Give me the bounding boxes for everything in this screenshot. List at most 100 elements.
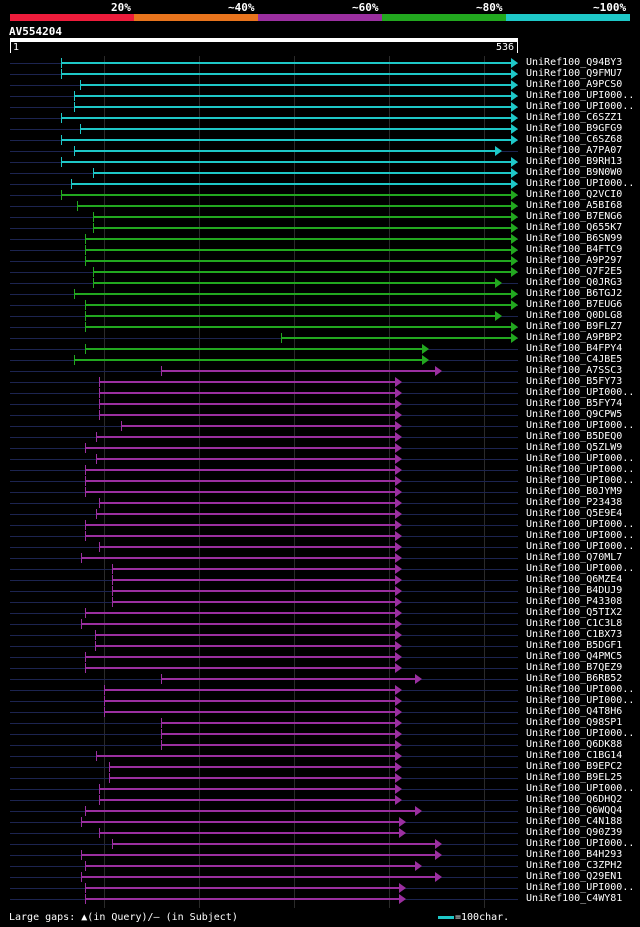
hit-row[interactable]: UniRef100_UPI000.. xyxy=(0,420,640,432)
hit-row[interactable]: UniRef100_C4WY81 xyxy=(0,893,640,905)
hit-label[interactable]: UniRef100_A9PBP2 xyxy=(526,332,623,343)
hit-row[interactable]: UniRef100_Q5ZLW9 xyxy=(0,442,640,454)
hit-row[interactable]: UniRef100_Q5E9E4 xyxy=(0,508,640,520)
hit-row[interactable]: UniRef100_B4H293 xyxy=(0,849,640,861)
hit-label[interactable]: UniRef100_UPI000.. xyxy=(526,541,635,552)
hit-label[interactable]: UniRef100_B0JYM9 xyxy=(526,486,623,497)
hit-row[interactable]: UniRef100_B7QEZ9 xyxy=(0,662,640,674)
hit-row[interactable]: UniRef100_A9PBP2 xyxy=(0,332,640,344)
hit-label[interactable]: UniRef100_B6TGJ2 xyxy=(526,288,623,299)
hit-label[interactable]: UniRef100_Q4PMC5 xyxy=(526,651,623,662)
hit-label[interactable]: UniRef100_B5FY73 xyxy=(526,376,623,387)
hit-label[interactable]: UniRef100_B9RH13 xyxy=(526,156,623,167)
hit-row[interactable]: UniRef100_UPI000.. xyxy=(0,530,640,542)
hit-label[interactable]: UniRef100_A9PCS0 xyxy=(526,79,623,90)
hit-label[interactable]: UniRef100_B7EUG6 xyxy=(526,299,623,310)
hit-row[interactable]: UniRef100_UPI000.. xyxy=(0,90,640,102)
hit-label[interactable]: UniRef100_UPI000.. xyxy=(526,101,635,112)
hit-row[interactable]: UniRef100_Q6MZE4 xyxy=(0,574,640,586)
hit-label[interactable]: UniRef100_Q9FMU7 xyxy=(526,68,623,79)
hit-row[interactable]: UniRef100_B6SN99 xyxy=(0,233,640,245)
hit-label[interactable]: UniRef100_Q0DLG8 xyxy=(526,310,623,321)
hit-label[interactable]: UniRef100_Q7F2E5 xyxy=(526,266,623,277)
hit-row[interactable]: UniRef100_A7PA07 xyxy=(0,145,640,157)
hit-label[interactable]: UniRef100_UPI000.. xyxy=(526,519,635,530)
hit-row[interactable]: UniRef100_A9P297 xyxy=(0,255,640,267)
hit-label[interactable]: UniRef100_UPI000.. xyxy=(526,475,635,486)
hit-row[interactable]: UniRef100_B9RH13 xyxy=(0,156,640,168)
hit-label[interactable]: UniRef100_B7ENG6 xyxy=(526,211,623,222)
hit-label[interactable]: UniRef100_Q5ZLW9 xyxy=(526,442,623,453)
hit-label[interactable]: UniRef100_P43308 xyxy=(526,596,623,607)
hit-label[interactable]: UniRef100_C6SZZ1 xyxy=(526,112,623,123)
hit-label[interactable]: UniRef100_B9GFG9 xyxy=(526,123,623,134)
hit-row[interactable]: UniRef100_UPI000.. xyxy=(0,838,640,850)
hit-label[interactable]: UniRef100_UPI000.. xyxy=(526,178,635,189)
hit-row[interactable]: UniRef100_B6RB52 xyxy=(0,673,640,685)
hit-label[interactable]: UniRef100_B4FTC9 xyxy=(526,244,623,255)
hit-row[interactable]: UniRef100_B9GFG9 xyxy=(0,123,640,135)
hit-row[interactable]: UniRef100_C6SZZ1 xyxy=(0,112,640,124)
hit-label[interactable]: UniRef100_UPI000.. xyxy=(526,420,635,431)
hit-label[interactable]: UniRef100_UPI000.. xyxy=(526,783,635,794)
hit-label[interactable]: UniRef100_B9FLZ7 xyxy=(526,321,623,332)
hit-row[interactable]: UniRef100_P23438 xyxy=(0,497,640,509)
hit-row[interactable]: UniRef100_Q4T8H6 xyxy=(0,706,640,718)
hit-row[interactable]: UniRef100_Q9CPW5 xyxy=(0,409,640,421)
hit-label[interactable]: UniRef100_B5DGF1 xyxy=(526,640,623,651)
hit-row[interactable]: UniRef100_Q655K7 xyxy=(0,222,640,234)
hit-row[interactable]: UniRef100_B4FTC9 xyxy=(0,244,640,256)
hit-row[interactable]: UniRef100_C4JBE5 xyxy=(0,354,640,366)
hit-row[interactable]: UniRef100_Q9FMU7 xyxy=(0,68,640,80)
hit-label[interactable]: UniRef100_B4FPY4 xyxy=(526,343,623,354)
hit-label[interactable]: UniRef100_A5BI68 xyxy=(526,200,623,211)
hit-label[interactable]: UniRef100_Q90Z39 xyxy=(526,827,623,838)
hit-row[interactable]: UniRef100_Q90Z39 xyxy=(0,827,640,839)
hit-row[interactable]: UniRef100_UPI000.. xyxy=(0,783,640,795)
hit-row[interactable]: UniRef100_Q98SP1 xyxy=(0,717,640,729)
hit-label[interactable]: UniRef100_UPI000.. xyxy=(526,728,635,739)
hit-row[interactable]: UniRef100_Q0DLG8 xyxy=(0,310,640,322)
hit-row[interactable]: UniRef100_Q6WQQ4 xyxy=(0,805,640,817)
hit-label[interactable]: UniRef100_C4N188 xyxy=(526,816,623,827)
hit-row[interactable]: UniRef100_B9EL25 xyxy=(0,772,640,784)
hit-label[interactable]: UniRef100_B6SN99 xyxy=(526,233,623,244)
hit-label[interactable]: UniRef100_UPI000.. xyxy=(526,838,635,849)
hit-label[interactable]: UniRef100_B9EPC2 xyxy=(526,761,623,772)
hit-row[interactable]: UniRef100_A5BI68 xyxy=(0,200,640,212)
hit-row[interactable]: UniRef100_B4DUJ9 xyxy=(0,585,640,597)
hit-label[interactable]: UniRef100_B9EL25 xyxy=(526,772,623,783)
hit-row[interactable]: UniRef100_B5FY74 xyxy=(0,398,640,410)
hit-row[interactable]: UniRef100_UPI000.. xyxy=(0,563,640,575)
hit-label[interactable]: UniRef100_P23438 xyxy=(526,497,623,508)
hit-label[interactable]: UniRef100_C1BX73 xyxy=(526,629,623,640)
hit-row[interactable]: UniRef100_Q0JRG3 xyxy=(0,277,640,289)
hit-row[interactable]: UniRef100_B9EPC2 xyxy=(0,761,640,773)
hit-row[interactable]: UniRef100_B9FLZ7 xyxy=(0,321,640,333)
hit-row[interactable]: UniRef100_UPI000.. xyxy=(0,519,640,531)
hit-label[interactable]: UniRef100_Q2VCI0 xyxy=(526,189,623,200)
hit-label[interactable]: UniRef100_C4WY81 xyxy=(526,893,623,904)
hit-row[interactable]: UniRef100_B9N0W0 xyxy=(0,167,640,179)
hit-row[interactable]: UniRef100_B5DEQ0 xyxy=(0,431,640,443)
hit-row[interactable]: UniRef100_UPI000.. xyxy=(0,728,640,740)
hit-row[interactable]: UniRef100_C1BG14 xyxy=(0,750,640,762)
hit-label[interactable]: UniRef100_B4H293 xyxy=(526,849,623,860)
hit-row[interactable]: UniRef100_B4FPY4 xyxy=(0,343,640,355)
hit-label[interactable]: UniRef100_Q9CPW5 xyxy=(526,409,623,420)
hit-row[interactable]: UniRef100_Q4PMC5 xyxy=(0,651,640,663)
hit-row[interactable]: UniRef100_C4N188 xyxy=(0,816,640,828)
hit-row[interactable]: UniRef100_Q6DHQ2 xyxy=(0,794,640,806)
hit-row[interactable]: UniRef100_UPI000.. xyxy=(0,387,640,399)
hit-label[interactable]: UniRef100_C6SZ68 xyxy=(526,134,623,145)
hit-row[interactable]: UniRef100_UPI000.. xyxy=(0,178,640,190)
hit-row[interactable]: UniRef100_UPI000.. xyxy=(0,475,640,487)
hit-row[interactable]: UniRef100_UPI000.. xyxy=(0,541,640,553)
hit-row[interactable]: UniRef100_Q94BY3 xyxy=(0,57,640,69)
hit-label[interactable]: UniRef100_UPI000.. xyxy=(526,530,635,541)
hit-row[interactable]: UniRef100_B5DGF1 xyxy=(0,640,640,652)
hit-label[interactable]: UniRef100_C1C3L8 xyxy=(526,618,623,629)
hit-row[interactable]: UniRef100_C1C3L8 xyxy=(0,618,640,630)
hit-label[interactable]: UniRef100_UPI000.. xyxy=(526,684,635,695)
hit-row[interactable]: UniRef100_UPI000.. xyxy=(0,101,640,113)
